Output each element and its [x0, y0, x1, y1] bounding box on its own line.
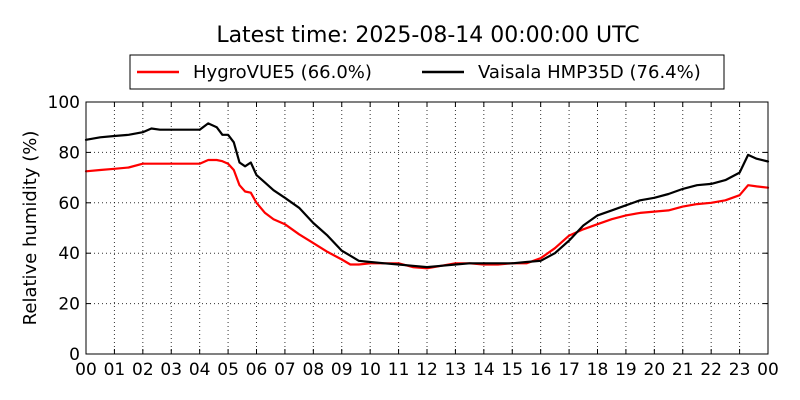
x-tick-label: 11 — [388, 360, 410, 380]
y-tick-label: 80 — [58, 143, 80, 163]
y-tick-label: 100 — [48, 93, 80, 113]
x-tick-label: 18 — [587, 360, 609, 380]
x-tick-label: 00 — [757, 360, 779, 380]
y-tick-label: 20 — [58, 295, 80, 315]
legend-label: Vaisala HMP35D (76.4%) — [478, 62, 701, 83]
x-tick-label: 02 — [132, 360, 154, 380]
x-tick-label: 08 — [303, 360, 325, 380]
y-tick-label: 0 — [69, 345, 80, 365]
grid — [86, 102, 768, 354]
x-tick-label: 10 — [359, 360, 381, 380]
x-tick-label: 12 — [416, 360, 438, 380]
x-tick-label: 20 — [644, 360, 666, 380]
y-tick-label: 40 — [58, 244, 80, 264]
x-tick-label: 21 — [672, 360, 694, 380]
x-tick-label: 15 — [501, 360, 523, 380]
legend: HygroVUE5 (66.0%) Vaisala HMP35D (76.4%) — [129, 54, 725, 90]
x-tick-label: 23 — [729, 360, 751, 380]
x-tick-label: 05 — [217, 360, 239, 380]
legend-label: HygroVUE5 (66.0%) — [193, 62, 372, 83]
chart-title: Latest time: 2025-08-14 00:00:00 UTC — [216, 23, 639, 48]
y-axis-label: Relative humidity (%) — [20, 131, 41, 326]
x-tick-label: 06 — [246, 360, 268, 380]
x-tick-label: 00 — [75, 360, 97, 380]
x-tick-label: 03 — [160, 360, 182, 380]
x-tick-label: 01 — [104, 360, 126, 380]
x-tick-label: 14 — [473, 360, 495, 380]
x-tick-label: 19 — [615, 360, 637, 380]
x-tick-label: 07 — [274, 360, 296, 380]
x-tick-label: 22 — [700, 360, 722, 380]
x-tick-label: 16 — [530, 360, 552, 380]
series-line-2 — [84, 122, 770, 269]
y-tick-label: 60 — [58, 194, 80, 214]
ticks: 00 01 02 03 04 05 06 07 08 09 10 11 12 13 14 15 16 17 18 19… — [48, 93, 779, 380]
x-tick-label: 09 — [331, 360, 353, 380]
series-layer — [84, 122, 770, 270]
axis-frame — [85, 101, 769, 355]
x-tick-label: 17 — [558, 360, 580, 380]
x-tick-label: 13 — [445, 360, 467, 380]
x-tick-label: 04 — [189, 360, 211, 380]
